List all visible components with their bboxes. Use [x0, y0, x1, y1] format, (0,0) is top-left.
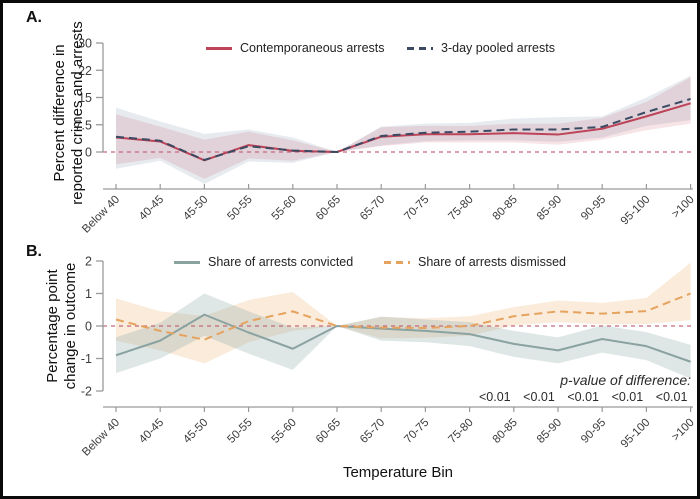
p-value-of-difference-label: p-value of difference:	[560, 372, 691, 388]
panel-b-ytitle-line2: change in outcome	[62, 262, 79, 390]
y-tick-label: 30	[78, 37, 92, 51]
orange-dashed-line-sample	[384, 260, 410, 264]
y-tick-label: 15	[78, 91, 92, 105]
x-tick-label: 50-55	[225, 194, 254, 223]
x-tick-label: 60-65	[314, 194, 343, 223]
legend-b-convicted: Share of arrests convicted	[174, 255, 353, 269]
figure-canvas: 0 7.5 15 22 30 Below 40 40-45 45-50 50-55 55-60 60…	[75, 37, 697, 459]
p-value: <0.01	[655, 390, 688, 404]
x-tick-label: 40-45	[137, 417, 166, 446]
y-tick-label: 0	[85, 146, 92, 160]
x-tick-label: 45-50	[181, 194, 210, 223]
y-tick-label: 1	[85, 287, 92, 301]
x-tick-label: 60-65	[314, 417, 343, 446]
x-tick-label: 70-75	[402, 417, 431, 446]
panel-a-label: A.	[26, 9, 42, 26]
x-tick-label: 75-80	[446, 417, 475, 446]
navy-dashed-line-sample	[407, 46, 433, 50]
panel-b-ytitle: Percentage point change in outcome	[44, 176, 80, 476]
x-tick-label: 70-75	[402, 194, 431, 223]
x-tick-label: 85-90	[535, 194, 564, 223]
confidence-band	[116, 77, 691, 179]
x-tick-label: 80-85	[491, 417, 520, 446]
x-tick-label: 50-55	[225, 417, 254, 446]
teal-solid-line-sample	[174, 260, 200, 264]
p-value: <0.01	[567, 390, 600, 404]
x-tick-label: >100	[670, 194, 697, 221]
p-value: <0.01	[523, 390, 555, 404]
legend-b-dismissed: Share of arrests dismissed	[384, 255, 566, 269]
legend-b-convicted-label: Share of arrests convicted	[208, 255, 354, 269]
confidence-band	[116, 293, 691, 379]
y-tick-label: 7.5	[75, 118, 92, 132]
y-tick-label: 2	[85, 255, 92, 269]
x-tick-label: 95-100	[619, 194, 653, 228]
y-tick-label: -2	[81, 385, 92, 399]
y-tick-label: 22	[78, 64, 92, 78]
x-tick-label: 85-90	[535, 417, 564, 446]
x-tick-label: 80-85	[491, 194, 520, 223]
series-line	[115, 102, 691, 162]
x-tick-label: 55-60	[270, 417, 299, 446]
series-line	[115, 313, 691, 363]
x-tick-label: 40-45	[137, 194, 166, 223]
y-tick-label: -1	[81, 352, 92, 366]
panel-b-ytitle-line1: Percentage point	[44, 269, 61, 383]
x-tick-label: 65-70	[358, 194, 387, 223]
series-line	[115, 97, 691, 161]
x-tick-label: 45-50	[181, 417, 210, 446]
legend-a-pooled-label: 3-day pooled arrests	[441, 41, 555, 55]
legend-a-pooled: 3-day pooled arrests	[407, 41, 555, 55]
x-tick-label: 65-70	[358, 417, 387, 446]
confidence-band	[116, 262, 691, 364]
x-axis-title: Temperature Bin	[342, 464, 454, 481]
y-tick-label: 0	[85, 320, 92, 334]
confidence-band	[116, 75, 691, 184]
x-tick-label: Below 40	[80, 417, 122, 459]
legend-a-contemporaneous-label: Contemporaneous arrests	[240, 41, 385, 55]
x-tick-label: 55-60	[270, 194, 299, 223]
red-solid-line-sample	[206, 46, 232, 50]
p-value: <0.01	[478, 390, 511, 404]
series-line	[115, 292, 691, 341]
x-tick-label: 75-80	[446, 194, 475, 223]
x-tick-label: 95-100	[619, 417, 653, 451]
x-tick-label: 90-95	[579, 194, 608, 223]
x-tick-label: >100	[670, 417, 697, 444]
x-tick-label: 90-95	[579, 417, 608, 446]
legend-b-dismissed-label: Share of arrests dismissed	[418, 255, 566, 269]
panel-b-label: B.	[26, 243, 42, 260]
legend-a-contemporaneous: Contemporaneous arrests	[206, 41, 385, 55]
p-value: <0.01	[611, 390, 644, 404]
